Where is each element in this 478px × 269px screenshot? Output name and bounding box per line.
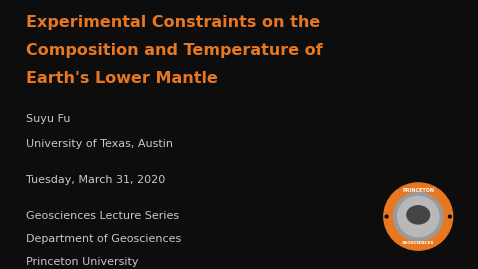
Ellipse shape (384, 183, 453, 250)
Ellipse shape (398, 196, 439, 237)
Ellipse shape (407, 206, 430, 224)
Text: University of Texas, Austin: University of Texas, Austin (26, 139, 174, 148)
Ellipse shape (448, 215, 451, 218)
Ellipse shape (393, 192, 443, 241)
Text: Tuesday, March 31, 2020: Tuesday, March 31, 2020 (26, 175, 165, 185)
Ellipse shape (385, 215, 388, 218)
Text: Suyu Fu: Suyu Fu (26, 114, 71, 124)
Text: Composition and Temperature of: Composition and Temperature of (26, 43, 323, 58)
Text: Department of Geosciences: Department of Geosciences (26, 234, 182, 244)
Text: Princeton University: Princeton University (26, 257, 139, 267)
Text: Geosciences Lecture Series: Geosciences Lecture Series (26, 211, 179, 221)
Text: GEOSCIENCES: GEOSCIENCES (402, 241, 435, 245)
Text: PRINCETON: PRINCETON (402, 188, 435, 193)
Text: Experimental Constraints on the: Experimental Constraints on the (26, 15, 321, 30)
Text: Earth's Lower Mantle: Earth's Lower Mantle (26, 71, 218, 86)
